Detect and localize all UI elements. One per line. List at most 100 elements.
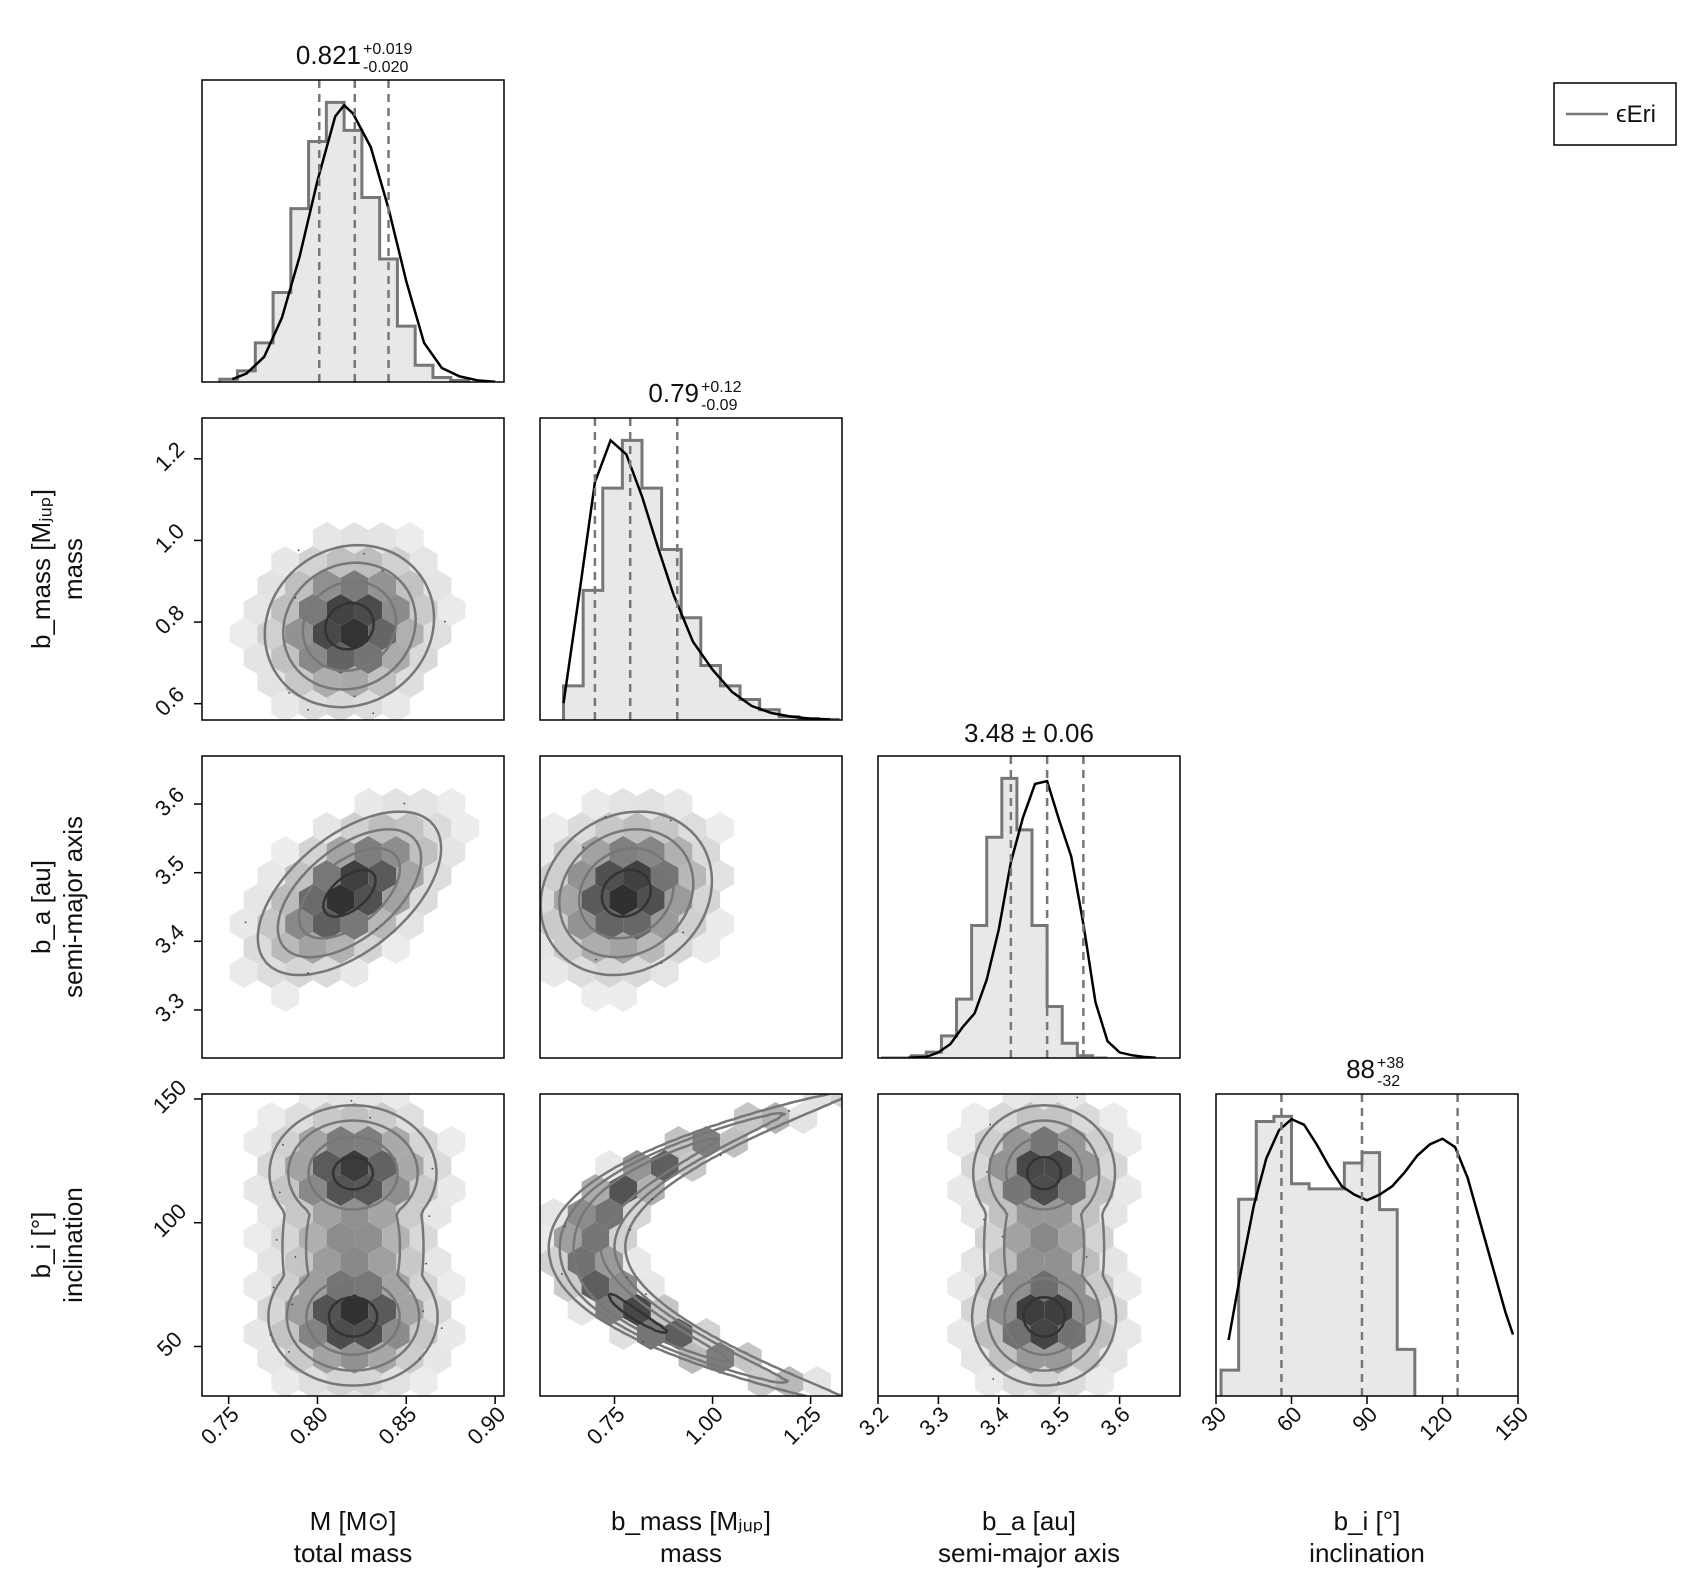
hexbin-cell-37	[396, 908, 424, 940]
hexbin-cell-88	[354, 1366, 383, 1396]
scatter-point	[306, 708, 309, 711]
contour-level-2	[1003, 1135, 1085, 1356]
pair-panel-b_mass-vs-b_a	[539, 755, 843, 1059]
panels: 0.821 +0.019-0.020 0.79 +0.12-0.09 3.48 ± 0.…	[26, 40, 1533, 1568]
hexbin-cell-13	[340, 570, 369, 602]
hexbin-cell-46	[271, 690, 299, 720]
hexbin-cell-29	[326, 1174, 355, 1206]
contour-level-0	[540, 810, 714, 977]
diag-content	[218, 80, 496, 382]
x-axis-desc-b_a: semi-major axis	[938, 1538, 1120, 1568]
panel-frame	[539, 755, 843, 1059]
hexbin-cell-38	[382, 642, 410, 674]
hexbin-cell-11	[243, 1126, 272, 1158]
contour-level-3	[324, 601, 375, 651]
x-tick-label: 120	[1414, 1402, 1458, 1446]
hist-bar-b_a-8	[1001, 778, 1017, 1058]
scatter-point	[244, 921, 247, 924]
y-tick-label: 0.8	[150, 600, 189, 639]
hist-bar-b_i-2	[1256, 1121, 1274, 1396]
pair-panel-b_a-vs-b_i	[877, 1093, 1181, 1397]
hexbin-cell-13	[581, 836, 610, 868]
hexbin-cell-32	[692, 884, 721, 916]
x-tick-label: 3.6	[1095, 1402, 1134, 1441]
pair-panel-M-vs-b_i	[201, 1093, 505, 1397]
contour-level-0	[256, 810, 443, 977]
hexbin-cell-80	[1047, 1390, 1069, 1396]
panel-frame	[877, 755, 1181, 1059]
scatter-point	[288, 1350, 291, 1353]
hexbin-cell-43	[775, 1366, 804, 1396]
y-tick-label: 100	[148, 1198, 192, 1242]
scatter-point	[362, 552, 365, 555]
hexbin-cell-44	[326, 1222, 355, 1254]
hexbin-cell-40	[1058, 1222, 1086, 1254]
hexbin-cell-59	[1072, 1294, 1100, 1326]
hexbin-cell-9	[451, 812, 480, 844]
hist-bar-b_mass-4	[641, 488, 662, 720]
scatter-point	[353, 695, 356, 698]
hist-bar-b_a-6	[971, 925, 987, 1058]
scatter-point	[626, 1276, 629, 1279]
hist-bar-b_a-12	[1062, 1043, 1078, 1058]
title-plus: +0.12	[701, 379, 742, 396]
y-tick-label: 150	[148, 1075, 192, 1119]
hexbin-cell-27	[271, 1174, 299, 1206]
hexbin-cell-30	[637, 1270, 665, 1302]
scatter-point	[582, 846, 585, 849]
hexbin-cell-65	[312, 1294, 341, 1326]
hexbin-cell-45	[1044, 1246, 1072, 1278]
hexbin-cell-49	[271, 980, 299, 1012]
hist-bar-b_i-7	[1344, 1162, 1362, 1396]
hexbin-cell-33	[1016, 1198, 1045, 1230]
hexbin-cell-14	[1030, 1126, 1059, 1158]
title-value: 0.79	[648, 378, 699, 408]
hexbin-cell-3	[437, 788, 466, 820]
hexbin-cell-55	[961, 1294, 989, 1326]
diag-content	[562, 418, 840, 720]
hexbin-cell-25	[423, 1150, 452, 1182]
scatter-point	[372, 712, 375, 715]
kde-line-b_mass	[562, 438, 831, 720]
scatter-point	[982, 1218, 985, 1221]
pair-content	[229, 522, 466, 720]
y-tick-label: 0.6	[150, 682, 189, 721]
hexbin-cell-64	[1030, 1318, 1059, 1350]
hexbin-cell-6	[326, 546, 355, 578]
hist-bar-b_a-5	[956, 999, 972, 1058]
scatter-point	[440, 1327, 443, 1330]
hist-bar-b_mass-1	[583, 590, 603, 720]
x-axis-M: 0.75 0.80 0.85 0.90 M [M⊙]total mass	[196, 1396, 510, 1568]
hexbin-cell-32	[988, 1198, 1017, 1230]
hexbin-cell-62	[437, 1270, 466, 1302]
contour-level-3	[607, 1292, 669, 1334]
hexbin-cell-47	[1099, 1246, 1128, 1278]
pair-panel-M-vs-b_a	[201, 755, 505, 1059]
scatter-point	[1085, 1255, 1088, 1258]
x-axis-b_i: 30 60 90 120 150 b_i [°]inclination	[1196, 1396, 1533, 1568]
hexbin-cell-16	[382, 1126, 410, 1158]
hexbin-cell-4	[1058, 1094, 1086, 1110]
hexbin-cell-49	[354, 690, 383, 720]
y-axis-label-b_mass: b_mass [Mⱼᵤₚ]	[26, 489, 56, 649]
hexbin-cell-45	[354, 1222, 383, 1254]
hist-bar-b_i-5	[1309, 1188, 1327, 1396]
scatter-point	[428, 1215, 431, 1218]
hist-bar-M-2	[255, 342, 274, 382]
hist-bar-b_mass-9	[740, 699, 760, 720]
hexbin-cell-41	[1085, 1222, 1114, 1254]
x-tick-label: 0.80	[285, 1402, 333, 1450]
x-tick-label: 0.75	[196, 1402, 244, 1450]
hexbin-cell-13	[354, 836, 383, 868]
hexbin-cell-35	[567, 908, 596, 940]
hexbin-cell-46	[285, 956, 313, 988]
hexbin-cell-47	[312, 956, 341, 988]
x-axis-label-b_i: b_i [°]	[1334, 1506, 1401, 1536]
contour-level-2	[301, 580, 398, 672]
y-tick-label: 1.2	[150, 437, 189, 476]
hexbin-cell-51	[340, 1246, 369, 1278]
title-minus: -0.020	[363, 59, 408, 76]
contour-level-2	[572, 1137, 731, 1363]
hexbin-cell-4	[312, 812, 341, 844]
